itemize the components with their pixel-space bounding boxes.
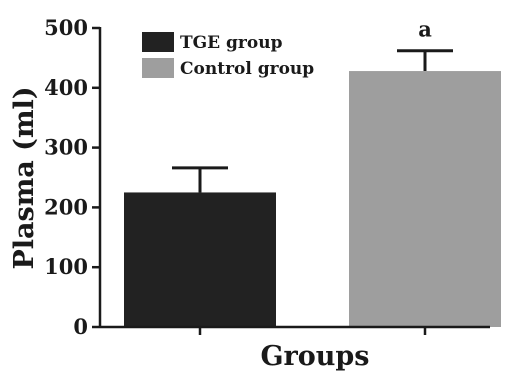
bar-2	[349, 71, 501, 327]
y-tick-label-0: 0	[73, 314, 88, 339]
bar-1	[124, 192, 276, 327]
legend-swatch-2	[142, 58, 174, 78]
y-tick-label-100: 100	[44, 254, 88, 279]
x-axis-title: Groups	[260, 341, 369, 372]
y-tick-label-400: 400	[44, 75, 88, 100]
legend-label-1: TGE group	[180, 33, 283, 53]
y-axis-title: Plasma (ml)	[9, 86, 40, 269]
plot-area: 0 100 200 300 400 500 TGE group Control group a	[44, 15, 501, 339]
legend-swatch-1	[142, 32, 174, 52]
y-tick-label-500: 500	[44, 15, 88, 40]
significance-annotation: a	[418, 17, 432, 42]
legend-label-2: Control group	[180, 59, 314, 79]
y-tick-label-200: 200	[44, 194, 88, 219]
y-tick-label-300: 300	[44, 135, 88, 160]
